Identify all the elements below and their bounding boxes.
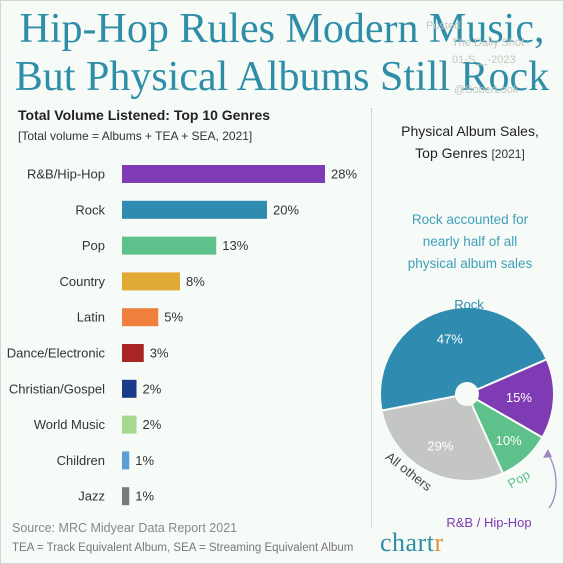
chartr-logo: chartr	[380, 528, 444, 558]
watermark-posted: Posted	[426, 20, 461, 32]
pie-heading-line-1: Physical Album Sales,	[401, 123, 539, 139]
bar-category-label: Pop	[82, 238, 105, 253]
pie-heading-text: Top Genres	[415, 145, 488, 161]
bar-value-label: 3%	[150, 346, 169, 361]
bar-category-label: Jazz	[78, 489, 105, 504]
bar-value-label: 28%	[331, 167, 357, 182]
bar-chart: R&B/Hip-Hop 28% Rock 20% Pop 13% Country 8% Lati…	[7, 165, 357, 506]
bar-value-label: 1%	[135, 453, 154, 468]
source-note: Source: MRC Midyear Data Report 2021	[12, 521, 238, 535]
bar-category-label: Children	[57, 453, 105, 468]
bar-category-label: R&B/Hip-Hop	[27, 167, 105, 182]
bar	[122, 415, 137, 434]
watermark-date: 01-S__-2023	[452, 54, 516, 66]
bar-category-label: World Music	[34, 417, 106, 432]
bar-category-label: Rock	[75, 202, 105, 217]
callout-line-1: Rock accounted for	[411, 212, 529, 227]
bar-chart-subheading: [Total volume = Albums + TEA + SEA, 2021…	[18, 129, 253, 143]
callout-line-2: nearly half of all	[422, 234, 518, 249]
bar-category-label: Latin	[77, 310, 105, 325]
bar-category-label: Country	[59, 274, 105, 289]
panel-divider	[371, 108, 372, 528]
bar-value-label: 1%	[135, 489, 154, 504]
pie-center-hole	[455, 382, 479, 406]
bar-chart-heading: Total Volume Listened: Top 10 Genres	[18, 107, 271, 123]
pie-label-rock: Rock	[454, 297, 484, 312]
watermark-handle: @SoberLook	[454, 84, 519, 96]
pie-slice	[379, 306, 549, 412]
chart-title-line-1: Hip-Hop Rules Modern Music,	[19, 6, 545, 52]
bar-value-label: 8%	[186, 274, 205, 289]
pie-heading-line-2: Top Genres [2021]	[381, 142, 559, 165]
bar-value-label: 13%	[222, 238, 248, 253]
callout-line-3: physical album sales	[407, 256, 533, 271]
bar	[122, 272, 180, 291]
bar	[122, 451, 130, 470]
bar	[122, 200, 267, 219]
bar	[122, 165, 325, 183]
hiphop-arrow-head	[543, 449, 552, 458]
pie-value-label: 47%	[437, 332, 463, 347]
bar	[122, 236, 217, 255]
footnote: TEA = Track Equivalent Album, SEA = Stre…	[12, 542, 354, 554]
pie-chart-heading: Physical Album Sales, Top Genres [2021]	[381, 120, 559, 165]
hiphop-arrow-line	[547, 453, 557, 509]
pie-value-label: 10%	[496, 433, 522, 448]
bar	[122, 308, 159, 327]
pie-slice	[464, 358, 555, 439]
rock-callout: Rock accounted for nearly half of all ph…	[381, 209, 559, 275]
logo-accent: r	[434, 528, 444, 557]
bar-value-label: 2%	[143, 417, 162, 432]
pie-slice	[380, 392, 505, 482]
watermark-source: The Daily Shot	[452, 37, 525, 49]
bar	[122, 344, 144, 362]
pie-value-label: 29%	[427, 439, 453, 454]
bar	[122, 487, 130, 506]
logo-main: chart	[380, 528, 435, 557]
bar-category-label: Christian/Gospel	[9, 381, 105, 396]
bar-value-label: 5%	[164, 310, 183, 325]
pie-heading-year: [2021]	[491, 147, 525, 161]
bar-value-label: 2%	[143, 381, 162, 396]
pie-label-hiphop: R&B / Hip-Hop	[446, 515, 531, 530]
bar-value-label: 20%	[273, 202, 299, 217]
bar	[122, 379, 137, 398]
bar-category-label: Dance/Electronic	[7, 346, 106, 361]
pie-value-label: 15%	[506, 390, 532, 405]
chart-title-line-2: But Physical Albums Still Rock	[14, 54, 550, 100]
